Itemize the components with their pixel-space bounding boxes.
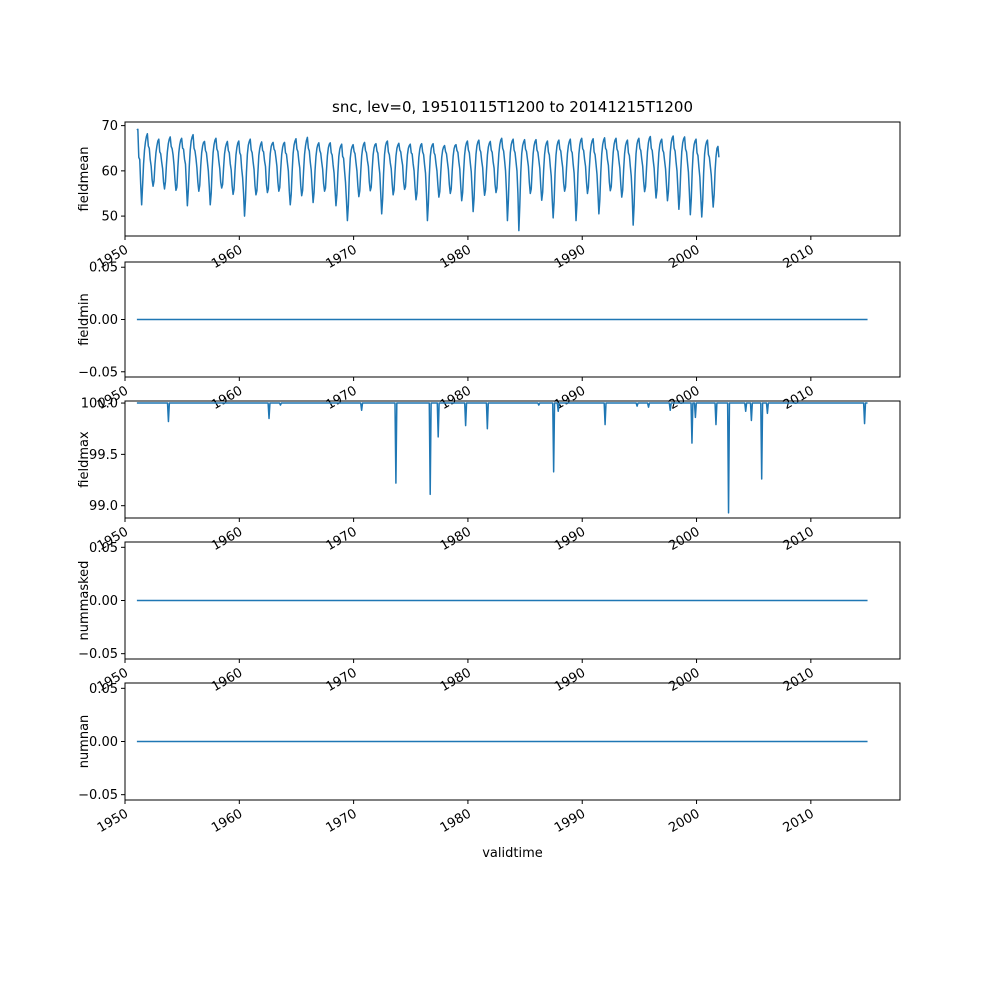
y-tick-label-fieldmin: 0.00 [89,313,118,328]
y-axis-label-fieldmean: fieldmean [77,147,92,212]
y-axis-label-nummasked: nummasked [77,561,92,641]
y-axis-label-fieldmin: fieldmin [77,293,92,346]
x-axis-label: validtime [482,846,543,861]
y-axis-label-numnan: numnan [77,715,92,769]
y-tick-label-fieldmax: 99.5 [89,448,118,463]
y-tick-label-numnan: −0.05 [78,788,118,803]
figure-title: snc, lev=0, 19510115T1200 to 20141215T12… [332,98,693,116]
y-tick-label-fieldmean: 50 [101,210,118,225]
y-tick-label-fieldmin: −0.05 [78,365,118,380]
y-tick-label-nummasked: 0.05 [89,541,118,556]
series-line-fieldmean [136,128,720,232]
y-tick-label-numnan: 0.05 [89,682,118,697]
axes-frame-fieldmax [124,400,901,519]
y-tick-label-nummasked: −0.05 [78,647,118,662]
y-tick-label-numnan: 0.00 [89,735,118,750]
y-tick-label-fieldmean: 70 [101,119,118,134]
y-axis-label-fieldmax: fieldmax [77,431,92,488]
y-tick-label-fieldmax: 99.0 [89,499,118,514]
y-tick-label-fieldmax: 100.0 [81,397,118,412]
y-tick-label-fieldmin: 0.05 [89,261,118,276]
y-tick-label-fieldmean: 60 [101,164,118,179]
y-tick-label-nummasked: 0.00 [89,594,118,609]
axes-frame-fieldmean [124,121,901,237]
series-line-fieldmax [136,402,868,514]
